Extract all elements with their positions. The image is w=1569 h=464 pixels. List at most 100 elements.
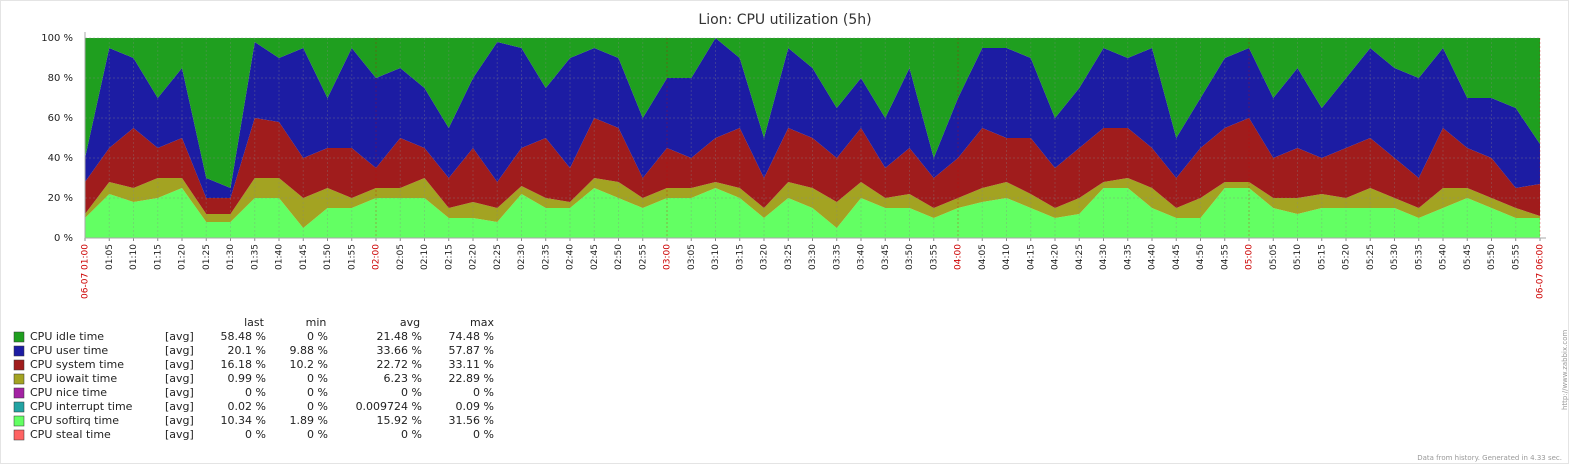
x-tick-label: 04:15 bbox=[1026, 244, 1036, 270]
x-tick-label: 05:20 bbox=[1342, 244, 1352, 270]
x-tick-label: 03:35 bbox=[832, 244, 842, 270]
area bbox=[85, 117, 1540, 216]
legend-label: CPU softirq time bbox=[30, 414, 119, 427]
legend-stat: 0.02 % bbox=[228, 400, 266, 413]
x-tick-label: 02:35 bbox=[541, 244, 551, 270]
legend-swatch bbox=[13, 345, 25, 357]
legend-header: min bbox=[306, 316, 327, 329]
legend-swatch bbox=[13, 373, 25, 385]
x-tick-label: 03:50 bbox=[905, 244, 915, 270]
legend-swatch bbox=[13, 429, 25, 441]
legend-stat: 15.92 % bbox=[377, 414, 422, 427]
legend-stat: 0.09 % bbox=[456, 400, 494, 413]
x-tick-label: 04:45 bbox=[1172, 244, 1182, 270]
y-tick-label: 40 % bbox=[48, 153, 73, 164]
legend-stat: 74.48 % bbox=[449, 330, 494, 343]
legend-swatch bbox=[13, 331, 25, 343]
x-tick-label: 04:05 bbox=[978, 244, 988, 270]
legend-stat: 1.89 % bbox=[290, 414, 328, 427]
y-tick-label: 100 % bbox=[41, 33, 73, 44]
x-tick-label: 01:25 bbox=[202, 244, 212, 270]
footer: Data from history. Generated in 4.33 sec… bbox=[1417, 454, 1562, 462]
legend-stat: 0 % bbox=[307, 330, 328, 343]
x-tick-label: 04:50 bbox=[1196, 244, 1206, 270]
x-tick-label: 01:20 bbox=[178, 244, 188, 270]
x-tick-label: 05:00 bbox=[1245, 244, 1255, 270]
x-tick-label: 03:40 bbox=[857, 244, 867, 270]
legend-function: [avg] bbox=[165, 330, 194, 343]
legend-stat: 9.88 % bbox=[290, 344, 328, 357]
legend-stat: 6.23 % bbox=[384, 372, 422, 385]
legend-stat: 22.89 % bbox=[449, 372, 494, 385]
legend-stat: 0 % bbox=[307, 428, 328, 441]
legend-stat: 0.99 % bbox=[228, 372, 266, 385]
legend-label: CPU iowait time bbox=[30, 372, 117, 385]
x-tick-label: 02:45 bbox=[590, 244, 600, 270]
x-tick-label: 03:10 bbox=[711, 244, 721, 270]
legend-stat: 33.11 % bbox=[449, 358, 494, 371]
legend-stat: 0.009724 % bbox=[356, 400, 422, 413]
x-tick-label: 05:55 bbox=[1511, 244, 1521, 270]
x-tick-label: 02:15 bbox=[444, 244, 454, 270]
x-tick-label: 06-07 01:00 bbox=[81, 244, 91, 299]
x-tick-label: 05:45 bbox=[1463, 244, 1473, 270]
legend-function: [avg] bbox=[165, 344, 194, 357]
x-tick-label: 04:35 bbox=[1123, 244, 1133, 270]
x-tick-label: 01:40 bbox=[275, 244, 285, 270]
x-tick-label: 02:10 bbox=[420, 244, 430, 270]
legend-label: CPU nice time bbox=[30, 386, 107, 399]
legend-stat: 0 % bbox=[307, 372, 328, 385]
x-tick-label: 04:00 bbox=[954, 244, 964, 270]
legend-label: CPU user time bbox=[30, 344, 108, 357]
x-tick-label: 04:30 bbox=[1099, 244, 1109, 270]
legend-swatch bbox=[13, 401, 25, 413]
legend-stat: 58.48 % bbox=[221, 330, 266, 343]
legend-label: CPU idle time bbox=[30, 330, 104, 343]
legend-swatch bbox=[13, 359, 25, 371]
legend-stat: 0 % bbox=[307, 400, 328, 413]
x-tick-label: 05:50 bbox=[1487, 244, 1497, 270]
x-tick-label: 01:30 bbox=[226, 244, 236, 270]
y-tick-label: 80 % bbox=[48, 73, 73, 84]
legend-function: [avg] bbox=[165, 358, 194, 371]
x-tick-label: 02:50 bbox=[614, 244, 624, 270]
legend-stat: 22.72 % bbox=[377, 358, 422, 371]
x-tick-label: 03:20 bbox=[760, 244, 770, 270]
legend-function: [avg] bbox=[165, 414, 194, 427]
x-tick-label: 03:15 bbox=[735, 244, 745, 270]
x-tick-label: 03:25 bbox=[784, 244, 794, 270]
legend-header: avg bbox=[400, 316, 420, 329]
legend-swatch bbox=[13, 387, 25, 399]
x-tick-label: 03:45 bbox=[881, 244, 891, 270]
legend-stat: 0 % bbox=[473, 428, 494, 441]
area bbox=[85, 37, 1540, 188]
legend-stat: 0 % bbox=[473, 386, 494, 399]
x-tick-label: 02:05 bbox=[396, 244, 406, 270]
y-tick-label: 0 % bbox=[54, 233, 73, 244]
x-tick-label: 01:15 bbox=[153, 244, 163, 270]
x-tick-label: 03:00 bbox=[663, 244, 673, 270]
legend-stat: 16.18 % bbox=[221, 358, 266, 371]
legend-function: [avg] bbox=[165, 400, 194, 413]
area bbox=[85, 188, 1540, 238]
x-tick-label: 02:00 bbox=[372, 244, 382, 270]
x-tick-label: 05:35 bbox=[1414, 244, 1424, 270]
legend-function: [avg] bbox=[165, 428, 194, 441]
legend-stat: 33.66 % bbox=[377, 344, 422, 357]
watermark: http://www.zabbix.com bbox=[1561, 330, 1569, 410]
x-tick-label: 01:10 bbox=[129, 244, 139, 270]
x-tick-label: 05:10 bbox=[1293, 244, 1303, 270]
x-tick-label: 01:05 bbox=[105, 244, 115, 270]
y-tick-label: 20 % bbox=[48, 193, 73, 204]
legend-label: CPU system time bbox=[30, 358, 124, 371]
area bbox=[85, 177, 1540, 228]
legend-stat: 10.34 % bbox=[221, 414, 266, 427]
x-tick-label: 04:40 bbox=[1148, 244, 1158, 270]
x-tick-label: 01:35 bbox=[250, 244, 260, 270]
legend-header: last bbox=[244, 316, 265, 329]
x-tick-label: 04:20 bbox=[1051, 244, 1061, 270]
chart-title: Lion: CPU utilization (5h) bbox=[698, 12, 871, 28]
x-tick-label: 03:05 bbox=[687, 244, 697, 270]
legend-stat: 0 % bbox=[245, 386, 266, 399]
